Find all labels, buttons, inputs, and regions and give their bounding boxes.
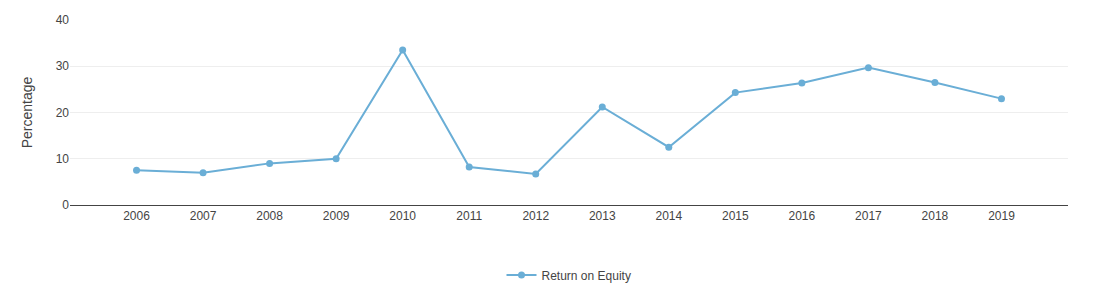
svg-text:2015: 2015 [722, 209, 749, 223]
svg-text:Return on Equity: Return on Equity [542, 269, 631, 283]
svg-text:0: 0 [62, 198, 69, 212]
svg-text:2007: 2007 [190, 209, 217, 223]
svg-text:2018: 2018 [922, 209, 949, 223]
svg-text:2013: 2013 [589, 209, 616, 223]
svg-text:30: 30 [56, 59, 70, 73]
svg-text:20: 20 [56, 106, 70, 120]
svg-text:2006: 2006 [123, 209, 150, 223]
svg-text:2012: 2012 [522, 209, 549, 223]
svg-text:2010: 2010 [389, 209, 416, 223]
svg-text:2016: 2016 [789, 209, 816, 223]
svg-text:Percentage: Percentage [19, 76, 35, 148]
svg-text:2009: 2009 [323, 209, 350, 223]
svg-text:2011: 2011 [456, 209, 482, 223]
svg-text:10: 10 [56, 152, 70, 166]
svg-text:2017: 2017 [855, 209, 882, 223]
svg-text:40: 40 [56, 13, 70, 27]
svg-text:2008: 2008 [256, 209, 283, 223]
svg-text:2019: 2019 [988, 209, 1015, 223]
svg-text:2014: 2014 [655, 209, 682, 223]
